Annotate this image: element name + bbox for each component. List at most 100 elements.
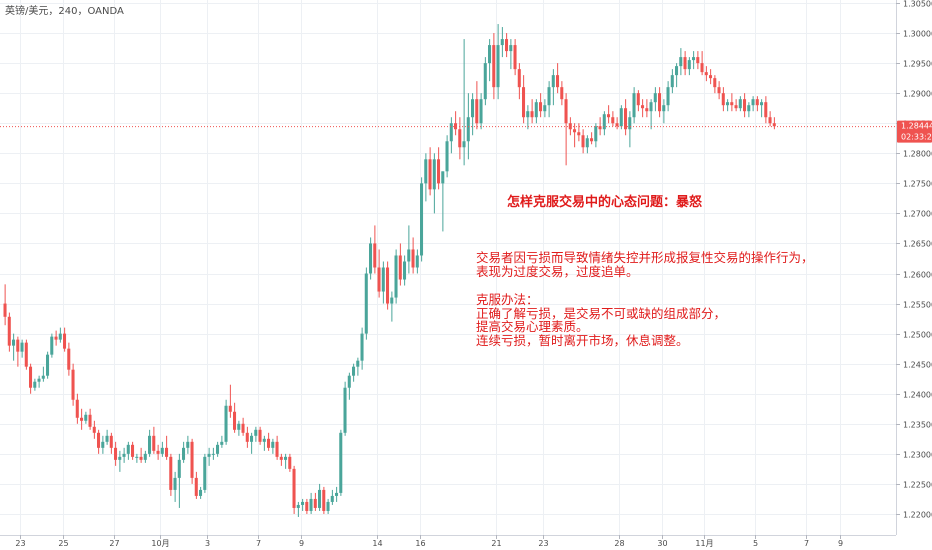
- candle-body: [203, 456, 207, 490]
- candle-body: [454, 123, 458, 130]
- candle-body: [33, 381, 37, 388]
- candle-body: [764, 102, 768, 118]
- candle-body: [309, 498, 313, 511]
- candle-body: [636, 93, 640, 106]
- candle-body: [301, 501, 305, 505]
- candle-body: [97, 432, 101, 448]
- chart-vertical-grid: [20, 0, 841, 535]
- candle-body: [92, 426, 96, 433]
- candle-body: [632, 93, 636, 118]
- candle-body: [505, 39, 509, 52]
- candles: [3, 24, 776, 517]
- candle-body: [50, 336, 54, 355]
- candle-body: [267, 438, 271, 448]
- candle-body: [772, 123, 776, 127]
- time-tick-label: 23: [538, 539, 548, 548]
- candle-body: [449, 123, 453, 142]
- time-tick-label: 27: [109, 539, 119, 548]
- candle-body: [649, 102, 653, 112]
- last-price-tag: 1.28444 02:33:28: [897, 120, 932, 143]
- candle-body: [173, 477, 177, 490]
- candle-body: [118, 456, 122, 460]
- candle-body: [743, 99, 747, 112]
- candle-body: [458, 129, 462, 148]
- annotation-line: 交易者因亏损而导致情绪失控并形成报复性交易的操作行为，: [476, 250, 814, 265]
- candle-body: [500, 39, 504, 46]
- candle-body: [755, 99, 759, 106]
- candle-body: [156, 450, 160, 454]
- candle-body: [41, 375, 45, 379]
- candle-body: [394, 255, 398, 298]
- candle-body: [530, 111, 534, 118]
- candle-body: [364, 273, 368, 334]
- candle-body: [479, 99, 483, 124]
- candle-body: [437, 159, 441, 184]
- price-tick-label: 1.27500: [903, 180, 932, 189]
- candle-body: [483, 63, 487, 100]
- candle-body: [186, 441, 190, 448]
- candle-body: [411, 249, 415, 268]
- candle-body: [182, 447, 186, 460]
- candle-body: [700, 63, 704, 73]
- candle-body: [522, 87, 526, 118]
- candle-body: [551, 75, 555, 88]
- candle-body: [560, 87, 564, 100]
- price-tick-label: 1.26000: [903, 271, 932, 280]
- candle-body: [692, 57, 696, 61]
- candle-body: [564, 99, 568, 124]
- candle-body: [288, 456, 292, 469]
- candle-body: [607, 114, 611, 118]
- candle-body: [169, 456, 173, 490]
- candle-body: [734, 105, 738, 109]
- candle-body: [445, 141, 449, 172]
- candle-body: [721, 93, 725, 106]
- price-tick-label: 1.24000: [903, 391, 932, 400]
- time-tick-label: 30: [657, 539, 667, 548]
- candle-body: [63, 333, 67, 349]
- candle-body: [109, 435, 113, 448]
- candle-body: [29, 366, 33, 388]
- candle-body: [658, 93, 662, 112]
- candle-body: [194, 477, 198, 496]
- candle-body: [407, 249, 411, 262]
- candle-body: [343, 387, 347, 433]
- candle-body: [751, 99, 755, 106]
- candle-body: [24, 342, 28, 367]
- candle-body: [390, 297, 394, 304]
- candle-body: [738, 99, 742, 109]
- candle-body: [615, 123, 619, 127]
- candle-body: [415, 255, 419, 268]
- candle-body: [381, 267, 385, 292]
- candle-body: [165, 447, 169, 457]
- candle-body: [730, 102, 734, 106]
- time-tick-label: 14: [372, 539, 382, 548]
- candle-body: [747, 105, 751, 112]
- candle-body: [3, 303, 7, 317]
- candle-body: [602, 114, 606, 130]
- candle-body: [67, 348, 71, 370]
- candle-body: [271, 441, 275, 448]
- annotation-line: 克服办法：: [476, 292, 539, 307]
- candle-body: [190, 441, 194, 478]
- candle-body: [581, 135, 585, 148]
- candle-body: [135, 456, 139, 458]
- candle-body: [275, 441, 279, 457]
- candle-body: [594, 126, 598, 142]
- candle-body: [369, 243, 373, 274]
- candle-body: [475, 99, 479, 124]
- candle-body: [284, 456, 288, 460]
- candle-body: [296, 504, 300, 508]
- annotation-body: 交易者因亏损而导致情绪失控并形成报复性交易的操作行为，表现为过度交易，过度追单。…: [476, 250, 814, 348]
- candle-body: [258, 429, 262, 442]
- candle-body: [105, 435, 109, 442]
- price-axis[interactable]: 1.22000 1.22500 1.23000 1.23500 1.24000 1.245…: [896, 0, 932, 520]
- annotation-line: 连续亏损，暂时离开市场，休息调整。: [476, 333, 689, 348]
- symbol-legend[interactable]: 英镑/美元，240，OANDA: [5, 4, 124, 17]
- candle-body: [432, 159, 436, 190]
- time-axis[interactable]: 23 25 27 10月 3 7 9 14 16 21 23 28 30 11月 5 7 9: [15, 535, 843, 548]
- bar-countdown: 02:33:28: [901, 133, 932, 142]
- candle-body: [696, 57, 700, 64]
- annotation-line: 提高交易心理素质。: [476, 319, 589, 334]
- candle-body: [547, 87, 551, 106]
